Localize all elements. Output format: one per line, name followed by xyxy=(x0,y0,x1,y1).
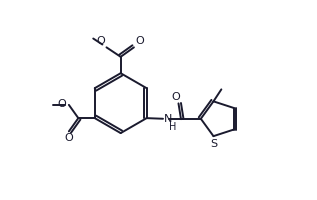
Text: H: H xyxy=(169,122,177,132)
Text: N: N xyxy=(164,114,173,124)
Text: O: O xyxy=(171,92,180,102)
Text: O: O xyxy=(135,36,144,46)
Text: O: O xyxy=(57,99,66,109)
Text: S: S xyxy=(210,139,217,149)
Text: O: O xyxy=(64,133,73,143)
Text: O: O xyxy=(96,36,105,46)
